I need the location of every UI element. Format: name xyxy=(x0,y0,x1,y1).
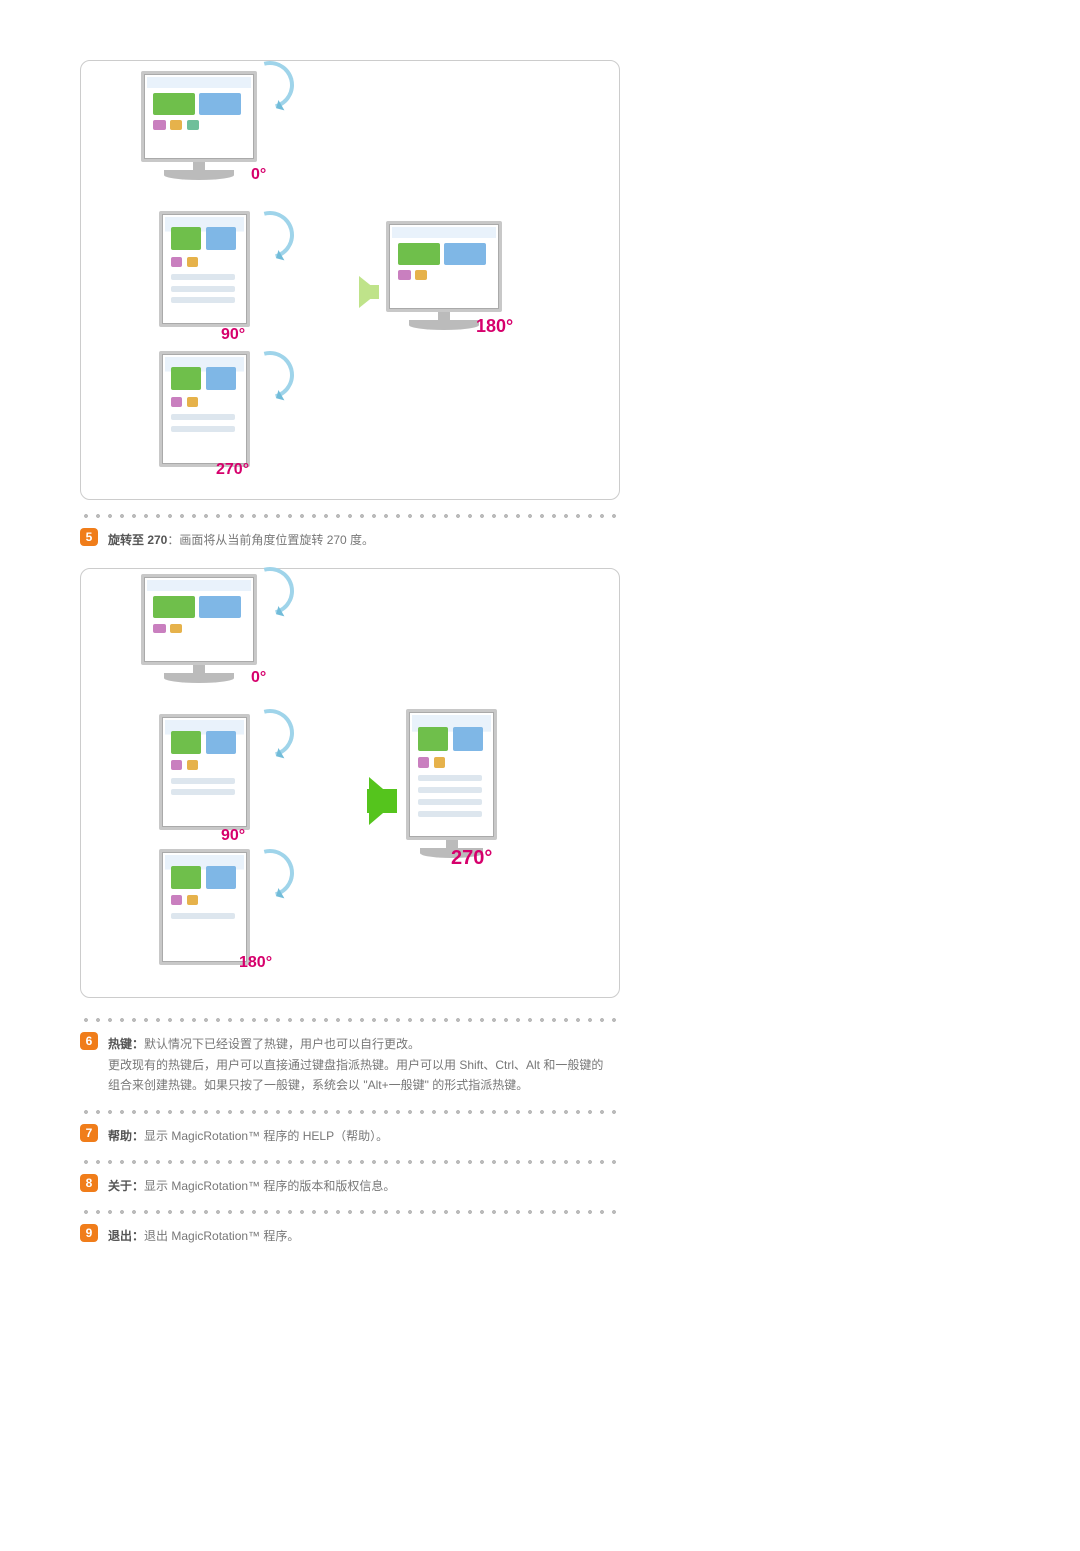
item-7-text: 帮助：显示 MagicRotation™ 程序的 HELP（帮助）。 xyxy=(108,1124,388,1146)
angle-label-90: 90° xyxy=(221,827,245,845)
separator-dots xyxy=(80,1016,620,1024)
angle-label-0: 0° xyxy=(251,166,266,184)
angle-label-180: 180° xyxy=(239,954,272,972)
monitor-result-180deg xyxy=(386,221,502,330)
badge-7: 7 xyxy=(80,1124,98,1142)
transition-arrow-icon xyxy=(359,276,379,308)
monitor-result-270deg xyxy=(406,709,497,858)
item-9-body: 退出 MagicRotation™ 程序。 xyxy=(144,1229,299,1243)
item-8-title: 关于： xyxy=(108,1179,144,1193)
item-7-body: 显示 MagicRotation™ 程序的 HELP（帮助）。 xyxy=(144,1129,388,1143)
separator-dots xyxy=(80,1108,620,1116)
document-page: 0° 90° xyxy=(0,0,1080,1551)
item-6-text: 热键：默认情况下已经设置了热键，用户也可以自行更改。 更改现有的热键后，用户可以… xyxy=(108,1032,608,1095)
angle-label-90: 90° xyxy=(221,326,245,344)
angle-label-result-270: 270° xyxy=(451,847,492,870)
list-item-8: 8 关于：显示 MagicRotation™ 程序的版本和版权信息。 xyxy=(80,1174,1000,1196)
rotate-270-panel: 0° 90° xyxy=(80,568,620,998)
separator-dots xyxy=(80,1158,620,1166)
transition-arrow-icon xyxy=(369,777,397,825)
monitor-90deg xyxy=(159,714,250,830)
monitor-90deg xyxy=(159,211,250,327)
angle-label-result-180: 180° xyxy=(476,316,513,337)
item-8-body: 显示 MagicRotation™ 程序的版本和版权信息。 xyxy=(144,1179,395,1193)
badge-8: 8 xyxy=(80,1174,98,1192)
item-9-text: 退出：退出 MagicRotation™ 程序。 xyxy=(108,1224,299,1246)
monitor-0deg xyxy=(141,574,257,683)
item-8-text: 关于：显示 MagicRotation™ 程序的版本和版权信息。 xyxy=(108,1174,395,1196)
rotate-180-panel: 0° 90° xyxy=(80,60,620,500)
item-5-body: ：画面将从当前角度位置旋转 270 度。 xyxy=(167,533,374,547)
monitor-270deg xyxy=(159,351,250,467)
item-6-title: 热键： xyxy=(108,1037,144,1051)
list-item-9: 9 退出：退出 MagicRotation™ 程序。 xyxy=(80,1224,1000,1246)
list-item-6: 6 热键：默认情况下已经设置了热键，用户也可以自行更改。 更改现有的热键后，用户… xyxy=(80,1032,1000,1095)
item-6-body: 默认情况下已经设置了热键，用户也可以自行更改。 更改现有的热键后，用户可以直接通… xyxy=(108,1037,603,1092)
badge-6: 6 xyxy=(80,1032,98,1050)
angle-label-0: 0° xyxy=(251,669,266,687)
separator-dots xyxy=(80,1208,620,1216)
separator-dots xyxy=(80,512,620,520)
badge-9: 9 xyxy=(80,1224,98,1242)
item-5-title: 旋转至 270 xyxy=(108,533,167,547)
item-7-title: 帮助： xyxy=(108,1129,144,1143)
monitor-180deg xyxy=(159,849,250,965)
item-9-title: 退出： xyxy=(108,1229,144,1243)
item-5-text: 旋转至 270：画面将从当前角度位置旋转 270 度。 xyxy=(108,528,374,550)
badge-5: 5 xyxy=(80,528,98,546)
list-item-7: 7 帮助：显示 MagicRotation™ 程序的 HELP（帮助）。 xyxy=(80,1124,1000,1146)
list-item-5: 5 旋转至 270：画面将从当前角度位置旋转 270 度。 xyxy=(80,528,1000,550)
angle-label-270: 270° xyxy=(216,461,249,479)
monitor-0deg xyxy=(141,71,257,180)
